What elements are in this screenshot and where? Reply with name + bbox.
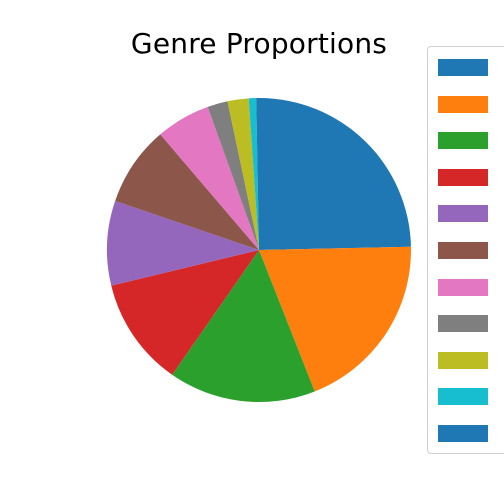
- legend-swatch-4: [438, 205, 488, 223]
- pie-slice-1: [259, 246, 411, 392]
- chart-title: Genre Proportions: [130, 27, 388, 60]
- pie-slice-4: [107, 200, 259, 286]
- pie-slice-0: [259, 98, 411, 250]
- pie-slice-8: [227, 98, 259, 250]
- legend-swatch-8: [438, 351, 488, 369]
- legend-swatch-9: [438, 388, 488, 406]
- legend-swatch-3: [438, 168, 488, 186]
- legend-swatch-6: [438, 278, 488, 296]
- pie-slice-6: [160, 106, 259, 250]
- pie-slice-10: [256, 98, 259, 250]
- legend-swatch-0: [438, 59, 488, 76]
- pie-slice-5: [115, 134, 260, 250]
- pie-slice-3: [111, 250, 260, 375]
- legend-swatch-5: [438, 242, 488, 259]
- pie-slice-2: [172, 250, 315, 403]
- legend-swatch-1: [438, 95, 488, 113]
- pie-slice-9: [248, 98, 259, 250]
- legend-swatch-7: [438, 315, 488, 333]
- legend: [427, 46, 504, 454]
- pie-slice-7: [207, 101, 259, 250]
- legend-swatch-2: [438, 132, 488, 150]
- legend-swatch-10: [438, 425, 488, 442]
